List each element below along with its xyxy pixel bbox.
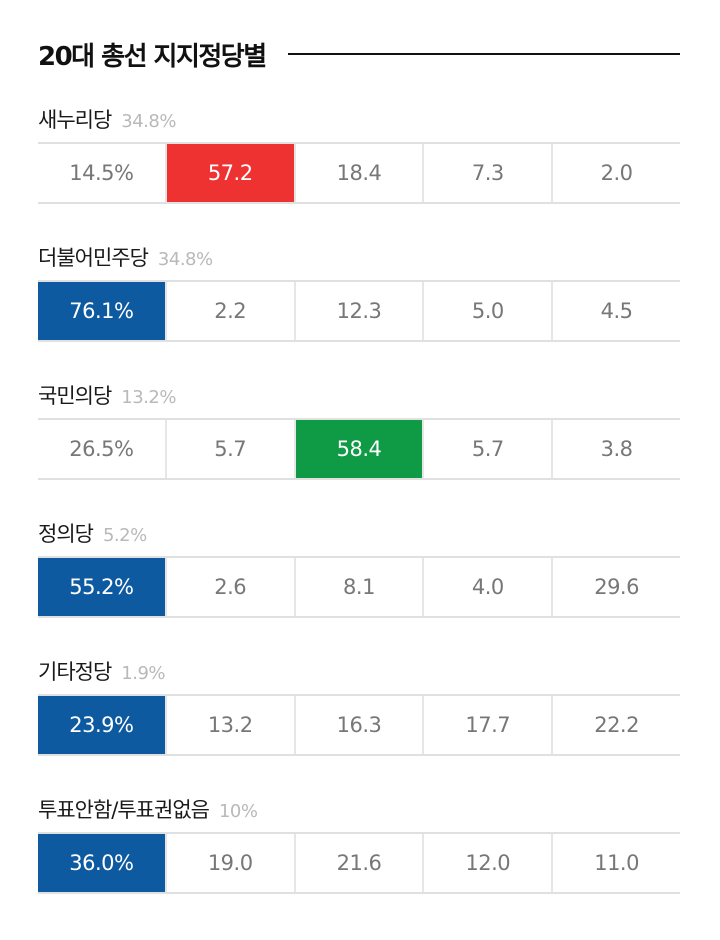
party-header: 정의당 5.2% — [38, 518, 680, 556]
party-label: 새누리당 — [38, 108, 112, 132]
value-cell: 26.5% — [69, 437, 134, 461]
party-share: 10% — [218, 801, 258, 822]
table-row: 36.0% 19.0 21.6 12.0 11.0 — [38, 832, 680, 894]
party-group: 국민의당 13.2% 26.5% 5.7 58.4 5.7 3.8 — [38, 380, 680, 480]
party-label: 투표안함/투표권없음 — [38, 798, 210, 822]
table-row: 14.5% 57.2 18.4 7.3 2.0 — [38, 142, 680, 204]
value-cell: 11.0 — [551, 834, 680, 892]
party-label: 더불어민주당 — [38, 246, 149, 270]
party-group: 새누리당 34.8% 14.5% 57.2 18.4 7.3 2.0 — [38, 104, 680, 204]
value-cell: 4.0 — [422, 558, 551, 616]
value-cell: 2.2 — [164, 282, 294, 340]
value-cell: 29.6 — [551, 558, 680, 616]
highlight-cell: 57.2 — [164, 144, 294, 202]
chart-header: 20대 총선 지지정당별 — [38, 34, 680, 74]
party-share: 13.2% — [121, 387, 176, 408]
value-cell: 3.8 — [551, 420, 680, 478]
value-cell: 5.7 — [164, 420, 294, 478]
value-cell: 4.5 — [551, 282, 680, 340]
party-header: 기타정당 1.9% — [38, 656, 680, 694]
value-cell: 18.4 — [293, 144, 423, 202]
value-cell: 19.0 — [164, 834, 294, 892]
value-cell: 5.7 — [422, 420, 551, 478]
highlight-cell: 23.9% — [38, 696, 165, 754]
table-row: 76.1% 2.2 12.3 5.0 4.5 — [38, 280, 680, 342]
value-cell: 12.3 — [293, 282, 423, 340]
value-cell: 2.6 — [164, 558, 294, 616]
party-header: 투표안함/투표권없음 10% — [38, 794, 680, 832]
table-row: 26.5% 5.7 58.4 5.7 3.8 — [38, 418, 680, 480]
table-row: 55.2% 2.6 8.1 4.0 29.6 — [38, 556, 680, 618]
party-share: 34.8% — [121, 111, 176, 132]
chart-title: 20대 총선 지지정당별 — [38, 41, 267, 72]
value-cell: 2.0 — [551, 144, 680, 202]
party-header: 더불어민주당 34.8% — [38, 242, 680, 280]
highlight-cell: 58.4 — [293, 420, 423, 478]
party-label: 정의당 — [38, 522, 94, 546]
value-cell: 5.0 — [422, 282, 551, 340]
value-cell: 13.2 — [164, 696, 294, 754]
party-share: 1.9% — [121, 663, 166, 684]
highlight-cell: 36.0% — [38, 834, 165, 892]
value-cell: 14.5% — [69, 161, 134, 185]
party-header: 국민의당 13.2% — [38, 380, 680, 418]
value-cell: 12.0 — [422, 834, 551, 892]
value-cell: 22.2 — [551, 696, 680, 754]
value-cell: 17.7 — [422, 696, 551, 754]
table-row: 23.9% 13.2 16.3 17.7 22.2 — [38, 694, 680, 756]
party-share: 5.2% — [102, 525, 147, 546]
highlight-cell: 76.1% — [38, 282, 165, 340]
party-header: 새누리당 34.8% — [38, 104, 680, 142]
party-label: 국민의당 — [38, 384, 112, 408]
value-cell: 7.3 — [422, 144, 551, 202]
party-share: 34.8% — [157, 249, 213, 270]
value-cell: 21.6 — [293, 834, 423, 892]
value-cell: 16.3 — [293, 696, 423, 754]
title-rule — [287, 53, 680, 55]
value-cell: 8.1 — [293, 558, 423, 616]
party-label: 기타정당 — [38, 660, 112, 684]
highlight-cell: 55.2% — [38, 558, 165, 616]
party-group: 투표안함/투표권없음 10% 36.0% 19.0 21.6 12.0 11.0 — [38, 794, 680, 894]
party-group: 더불어민주당 34.8% 76.1% 2.2 12.3 5.0 4.5 — [38, 242, 680, 342]
party-group: 기타정당 1.9% 23.9% 13.2 16.3 17.7 22.2 — [38, 656, 680, 756]
party-group: 정의당 5.2% 55.2% 2.6 8.1 4.0 29.6 — [38, 518, 680, 618]
